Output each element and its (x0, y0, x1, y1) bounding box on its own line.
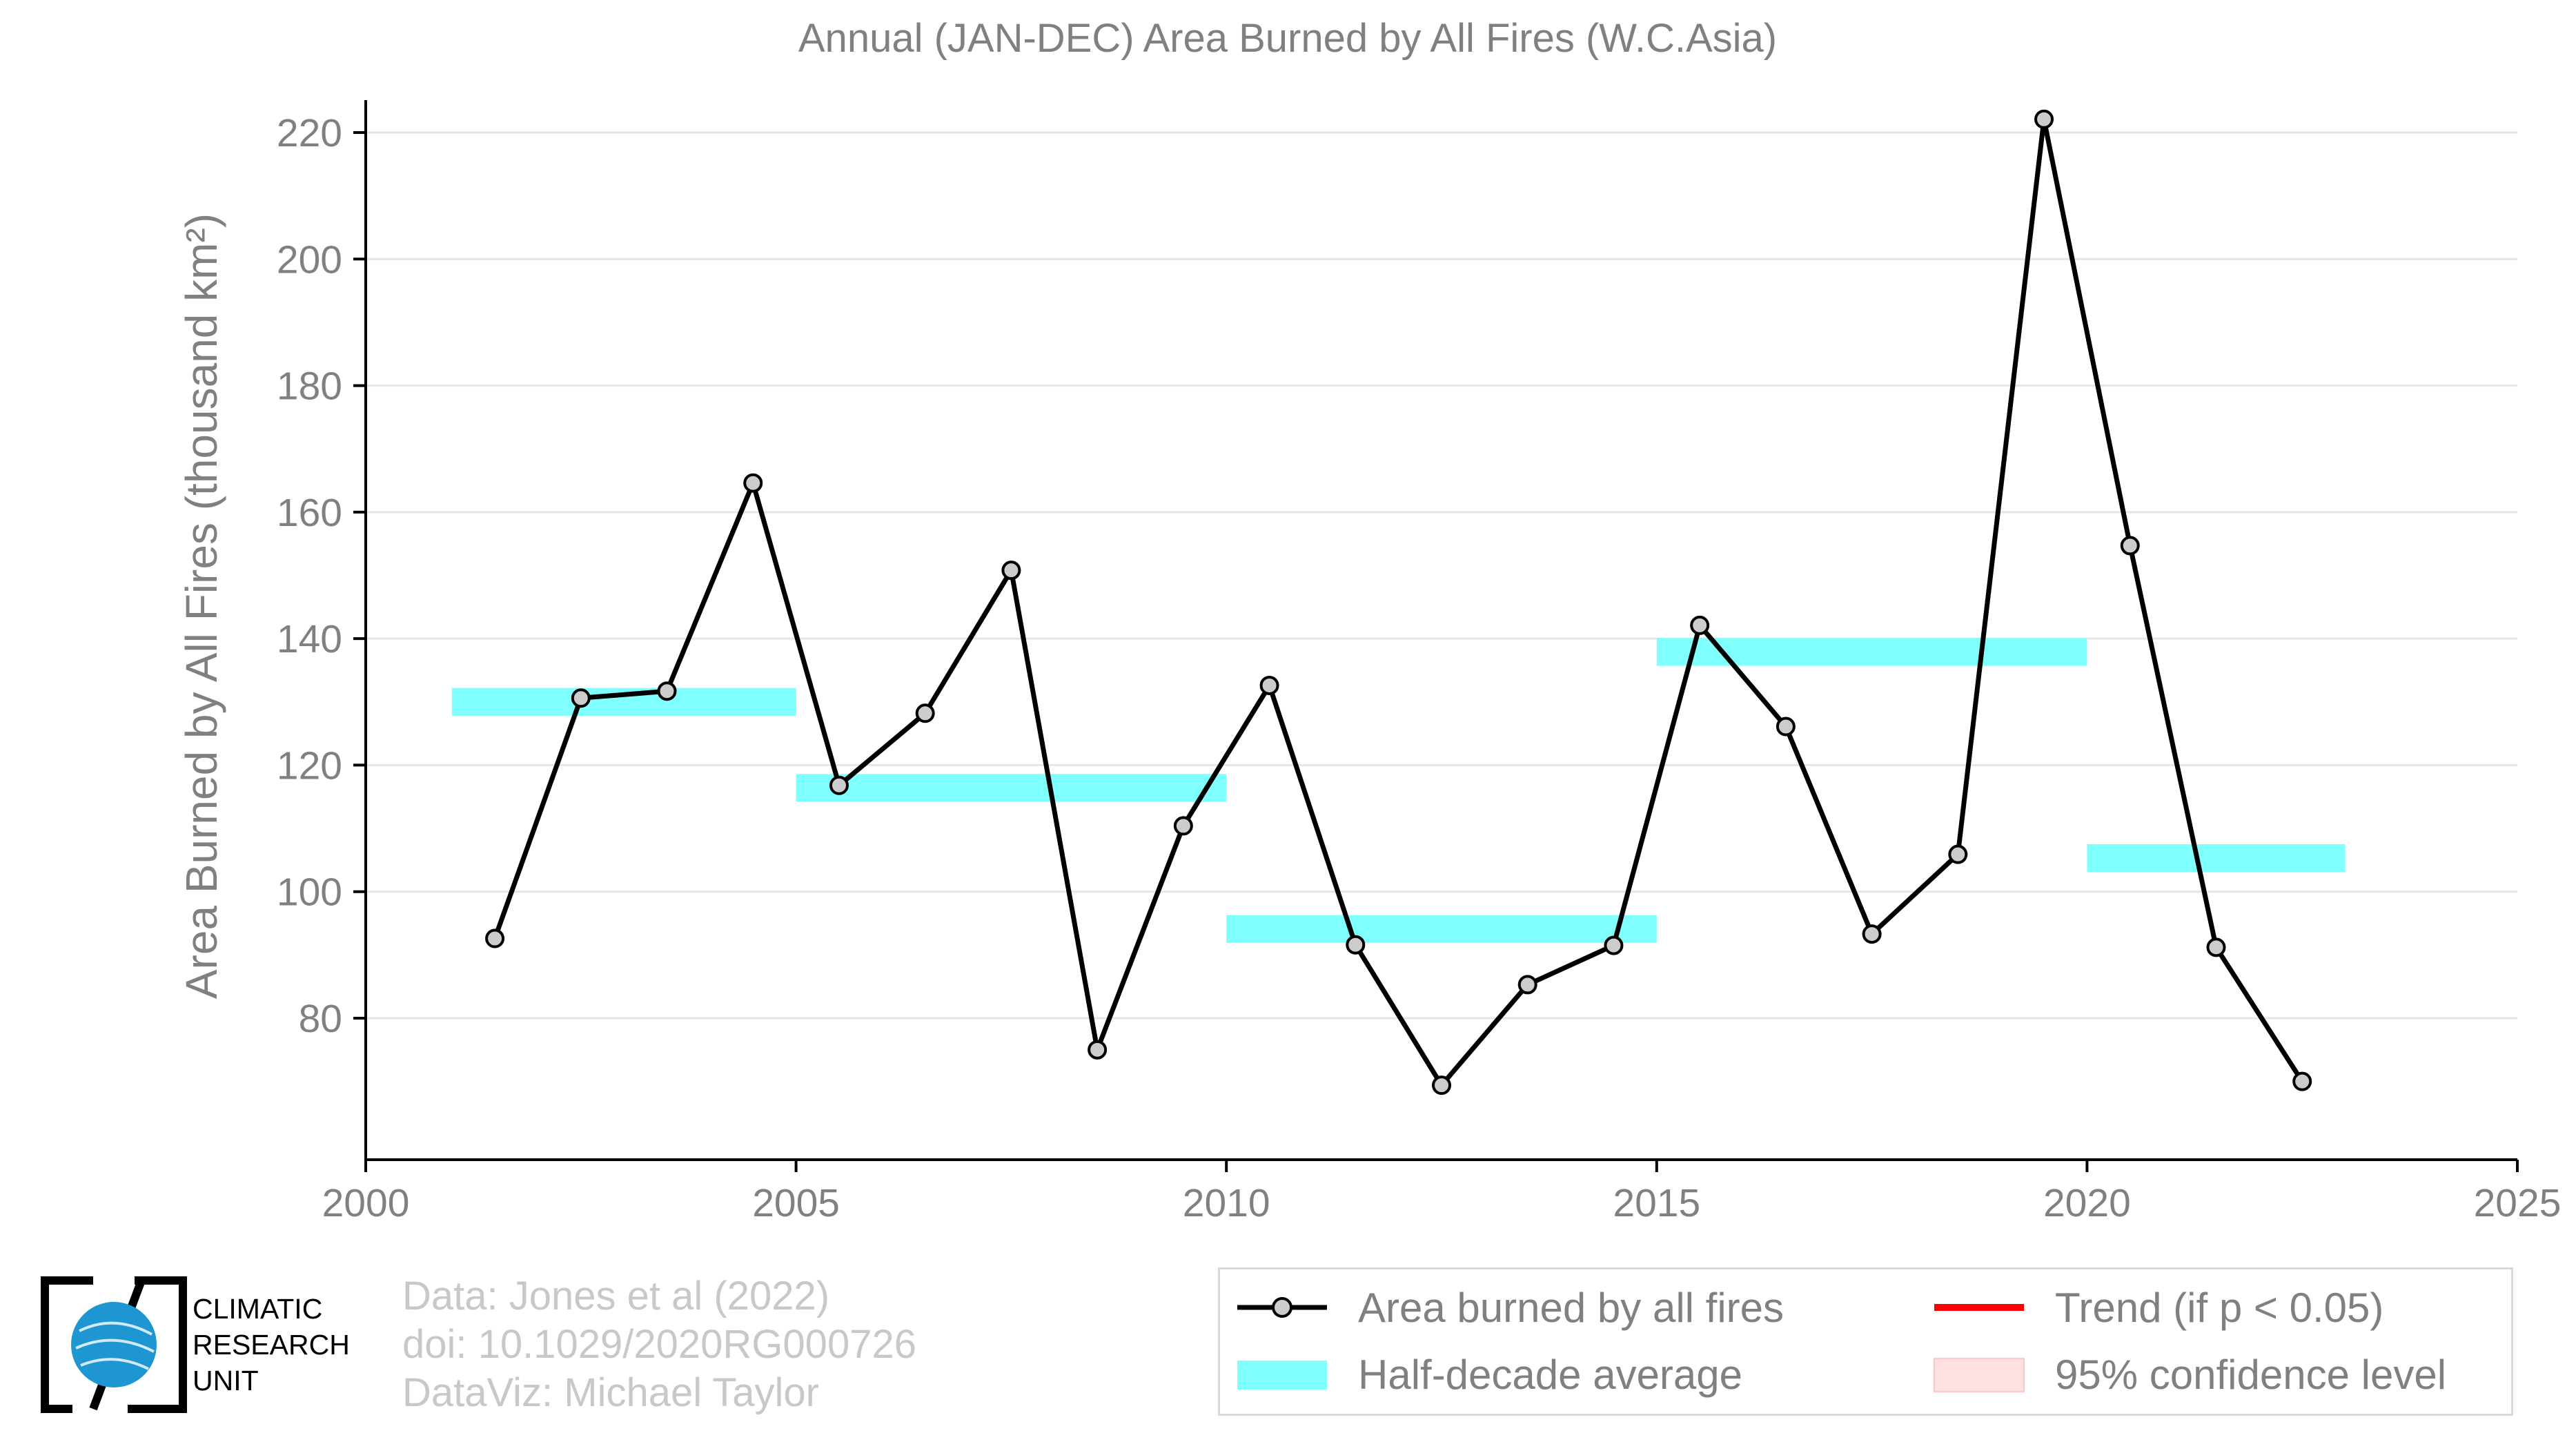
y-tick-label: 140 (277, 617, 342, 661)
axes: 80 100 120 140 160 180 200 220 2000 2005 2010 2015 2… (277, 100, 2562, 1225)
legend-label-confidence: 95% confidence level (2055, 1351, 2447, 1398)
legend-key-pink-band (1931, 1343, 2027, 1405)
logo-line-2: RESEARCH (193, 1329, 350, 1361)
credits: Data: Jones et al (2022) doi: 10.1029/20… (402, 1272, 916, 1417)
data-point (1259, 675, 1279, 695)
x-tick-label: 2025 (2474, 1181, 2562, 1225)
x-tick-label: 2000 (322, 1181, 410, 1225)
x-tick-label: 2005 (752, 1181, 840, 1225)
legend-label-half-decade: Half-decade average (1358, 1351, 1743, 1398)
x-tick-label: 2015 (1613, 1181, 1700, 1225)
x-tick-label: 2020 (2043, 1181, 2131, 1225)
data-point (829, 775, 849, 795)
data-point (1517, 975, 1537, 995)
data-point (485, 928, 505, 948)
credit-doi: doi: 10.1029/2020RG000726 (402, 1322, 916, 1367)
y-tick-label: 180 (277, 364, 342, 409)
cru-logo (38, 1272, 190, 1417)
y-tick-label: 200 (277, 237, 342, 282)
legend-item-half-decade: Half-decade average (1234, 1343, 1742, 1405)
data-point (1862, 924, 1882, 944)
data-point (2120, 536, 2140, 556)
legend-item-confidence: 95% confidence level (1931, 1343, 2446, 1405)
data-point (2292, 1071, 2312, 1091)
half-decade-average-bar (451, 688, 796, 716)
series-line (492, 117, 2305, 1088)
half-decade-average-bars (451, 638, 2346, 943)
data-point (2206, 937, 2226, 957)
data-point (915, 703, 935, 723)
y-tick-label: 220 (277, 111, 342, 155)
legend: Area burned by all fires Trend (if p < 0… (1218, 1267, 2513, 1416)
half-decade-average-bar (796, 774, 1227, 802)
legend-key-cyan-band (1234, 1343, 1330, 1405)
data-point (1346, 935, 1366, 955)
data-point (1604, 935, 1624, 955)
data-point (743, 473, 763, 493)
logo-line-3: UNIT (193, 1365, 259, 1396)
data-point (1432, 1075, 1451, 1095)
legend-key-line-marker (1234, 1276, 1330, 1338)
logo-line-1: CLIMATIC (193, 1293, 323, 1325)
data-point (571, 688, 591, 708)
chart-title: Annual (JAN-DEC) Area Burned by All Fire… (798, 16, 1777, 61)
area-burned-series (485, 109, 2312, 1095)
y-tick-label: 160 (277, 491, 342, 535)
data-point (1173, 816, 1193, 836)
data-point (1776, 717, 1796, 737)
y-tick-label: 80 (299, 997, 342, 1041)
y-tick-label: 100 (277, 870, 342, 915)
y-axis-label: Area Burned by All Fires (thousand km²) (177, 213, 226, 999)
legend-label-area-burned: Area burned by all fires (1358, 1284, 1784, 1331)
credit-dataviz: DataViz: Michael Taylor (402, 1370, 819, 1415)
data-point (2034, 109, 2054, 129)
half-decade-average-bar (1226, 915, 1657, 943)
credit-data: Data: Jones et al (2022) (402, 1274, 830, 1318)
legend-item-area-burned: Area burned by all fires (1234, 1276, 1784, 1338)
data-point (1948, 844, 1968, 864)
x-tick-label: 2010 (1183, 1181, 1270, 1225)
data-point (1001, 561, 1021, 581)
cru-logo-text: CLIMATIC RESEARCH UNIT (193, 1291, 350, 1399)
legend-key-trend-line (1931, 1276, 2027, 1338)
half-decade-average-bar (2087, 844, 2346, 873)
data-point (1088, 1040, 1108, 1060)
legend-item-trend: Trend (if p < 0.05) (1931, 1276, 2383, 1338)
data-point (1690, 615, 1710, 635)
y-tick-label: 120 (277, 743, 342, 788)
data-point (657, 681, 677, 701)
y-gridlines (366, 131, 2517, 1020)
legend-label-trend: Trend (if p < 0.05) (2055, 1284, 2384, 1331)
